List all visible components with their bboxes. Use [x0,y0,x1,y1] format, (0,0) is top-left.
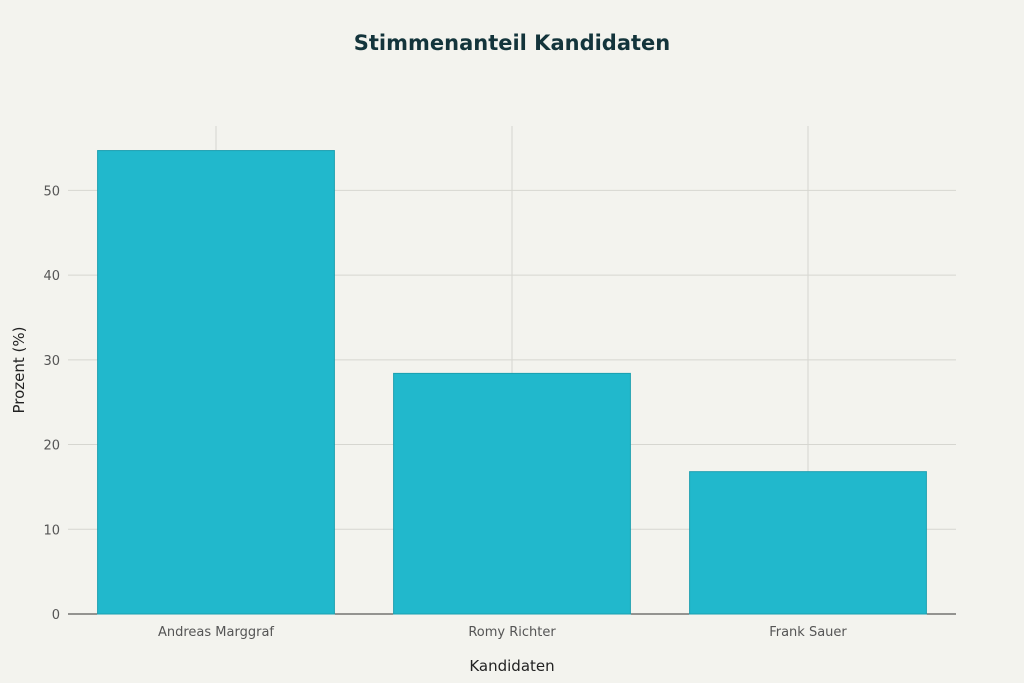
y-tick-label: 20 [43,439,60,454]
y-tick-label: 30 [43,354,60,369]
y-tick-label: 0 [52,608,60,623]
y-axis-label: Prozent (%) [10,326,28,413]
y-ticks: 0 10 20 30 40 50 [43,184,60,623]
y-tick-label: 50 [43,184,60,199]
chart-title: Stimmenanteil Kandidaten [354,31,671,55]
bar [393,372,631,615]
x-tick-label: Andreas Marggraf [158,625,274,640]
y-tick-label: 40 [43,269,60,284]
x-ticks: Andreas Marggraf Romy Richter Frank Sauer [158,625,847,640]
bar [689,471,927,615]
bars [97,150,927,615]
x-axis-label: Kandidaten [469,657,554,675]
x-tick-label: Frank Sauer [769,625,847,640]
x-tick-label: Romy Richter [468,625,556,640]
y-tick-label: 10 [43,523,60,538]
bar [97,150,335,615]
